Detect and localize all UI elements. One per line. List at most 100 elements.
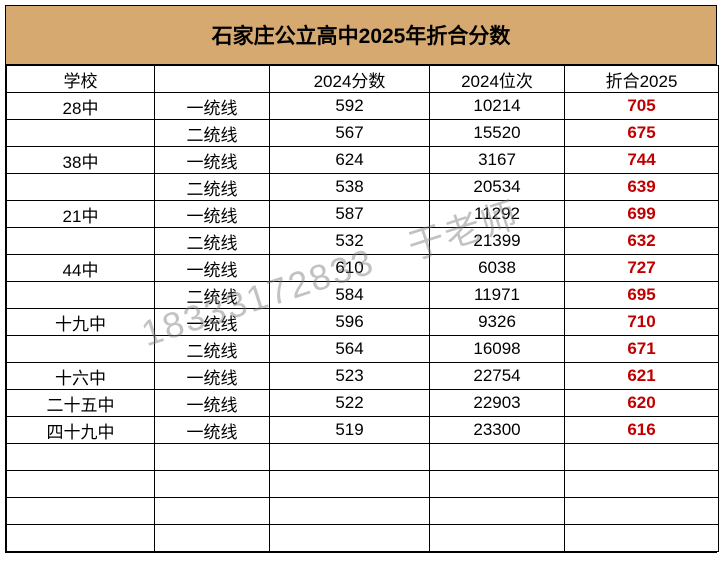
table-row: 十六中一统线52322754621 (7, 363, 719, 390)
cell-rank: 11292 (430, 201, 565, 228)
cell-school (7, 525, 155, 552)
header-rank: 2024位次 (430, 66, 565, 93)
cell-score (270, 471, 430, 498)
cell-score (270, 444, 430, 471)
cell-conv: 621 (565, 363, 719, 390)
cell-conv: 727 (565, 255, 719, 282)
cell-line: 二统线 (155, 120, 270, 147)
cell-score: 532 (270, 228, 430, 255)
cell-school (7, 444, 155, 471)
cell-conv: 671 (565, 336, 719, 363)
table-row: 二十五中一统线52222903620 (7, 390, 719, 417)
cell-score: 584 (270, 282, 430, 309)
table-row (7, 525, 719, 552)
header-line (155, 66, 270, 93)
table-row: 二统线56416098671 (7, 336, 719, 363)
cell-line (155, 525, 270, 552)
cell-school (7, 120, 155, 147)
cell-rank (430, 498, 565, 525)
header-row: 学校 2024分数 2024位次 折合2025 (7, 66, 719, 93)
table-container: 石家庄公立高中2025年折合分数 学校 2024分数 2024位次 折合2025… (5, 5, 717, 553)
cell-score: 596 (270, 309, 430, 336)
cell-line: 一统线 (155, 390, 270, 417)
cell-score: 592 (270, 93, 430, 120)
cell-rank: 20534 (430, 174, 565, 201)
cell-score: 587 (270, 201, 430, 228)
cell-rank: 22903 (430, 390, 565, 417)
cell-score: 567 (270, 120, 430, 147)
cell-rank: 15520 (430, 120, 565, 147)
cell-score: 523 (270, 363, 430, 390)
table-row: 44中一统线6106038727 (7, 255, 719, 282)
cell-school: 四十九中 (7, 417, 155, 444)
table-row: 21中一统线58711292699 (7, 201, 719, 228)
table-row: 十九中一统线5969326710 (7, 309, 719, 336)
table-body: 28中一统线59210214705二统线5671552067538中一统线624… (7, 93, 719, 552)
cell-rank: 22754 (430, 363, 565, 390)
cell-line: 一统线 (155, 309, 270, 336)
cell-score: 538 (270, 174, 430, 201)
cell-score: 564 (270, 336, 430, 363)
cell-line: 二统线 (155, 282, 270, 309)
cell-line: 二统线 (155, 336, 270, 363)
cell-line (155, 471, 270, 498)
cell-line (155, 444, 270, 471)
page-title: 石家庄公立高中2025年折合分数 (6, 6, 716, 65)
cell-conv: 616 (565, 417, 719, 444)
table-row: 二统线56715520675 (7, 120, 719, 147)
cell-rank: 23300 (430, 417, 565, 444)
cell-rank: 16098 (430, 336, 565, 363)
cell-school: 44中 (7, 255, 155, 282)
cell-line: 一统线 (155, 201, 270, 228)
cell-school (7, 282, 155, 309)
cell-rank: 3167 (430, 147, 565, 174)
cell-school: 38中 (7, 147, 155, 174)
cell-line (155, 498, 270, 525)
cell-conv (565, 471, 719, 498)
cell-school: 十六中 (7, 363, 155, 390)
header-score: 2024分数 (270, 66, 430, 93)
cell-score: 610 (270, 255, 430, 282)
table-row: 二统线53221399632 (7, 228, 719, 255)
cell-rank (430, 471, 565, 498)
cell-score: 624 (270, 147, 430, 174)
cell-conv: 620 (565, 390, 719, 417)
cell-rank: 10214 (430, 93, 565, 120)
cell-conv (565, 525, 719, 552)
cell-score: 519 (270, 417, 430, 444)
header-conv: 折合2025 (565, 66, 719, 93)
cell-school (7, 174, 155, 201)
score-table: 学校 2024分数 2024位次 折合2025 28中一统线5921021470… (6, 65, 719, 552)
cell-school (7, 471, 155, 498)
cell-school: 二十五中 (7, 390, 155, 417)
header-school: 学校 (7, 66, 155, 93)
table-row: 38中一统线6243167744 (7, 147, 719, 174)
cell-rank: 6038 (430, 255, 565, 282)
cell-school (7, 336, 155, 363)
cell-line: 一统线 (155, 147, 270, 174)
cell-school (7, 228, 155, 255)
cell-conv: 710 (565, 309, 719, 336)
table-row: 28中一统线59210214705 (7, 93, 719, 120)
cell-conv: 632 (565, 228, 719, 255)
cell-school: 十九中 (7, 309, 155, 336)
cell-line: 一统线 (155, 417, 270, 444)
cell-school: 28中 (7, 93, 155, 120)
cell-conv: 744 (565, 147, 719, 174)
cell-rank: 11971 (430, 282, 565, 309)
table-row (7, 471, 719, 498)
cell-conv: 705 (565, 93, 719, 120)
cell-line: 二统线 (155, 228, 270, 255)
cell-school (7, 498, 155, 525)
cell-line: 一统线 (155, 255, 270, 282)
cell-conv (565, 444, 719, 471)
cell-score: 522 (270, 390, 430, 417)
cell-conv (565, 498, 719, 525)
table-row: 二统线58411971695 (7, 282, 719, 309)
cell-conv: 695 (565, 282, 719, 309)
cell-rank: 21399 (430, 228, 565, 255)
cell-conv: 639 (565, 174, 719, 201)
cell-score (270, 498, 430, 525)
cell-conv: 675 (565, 120, 719, 147)
cell-line: 一统线 (155, 93, 270, 120)
